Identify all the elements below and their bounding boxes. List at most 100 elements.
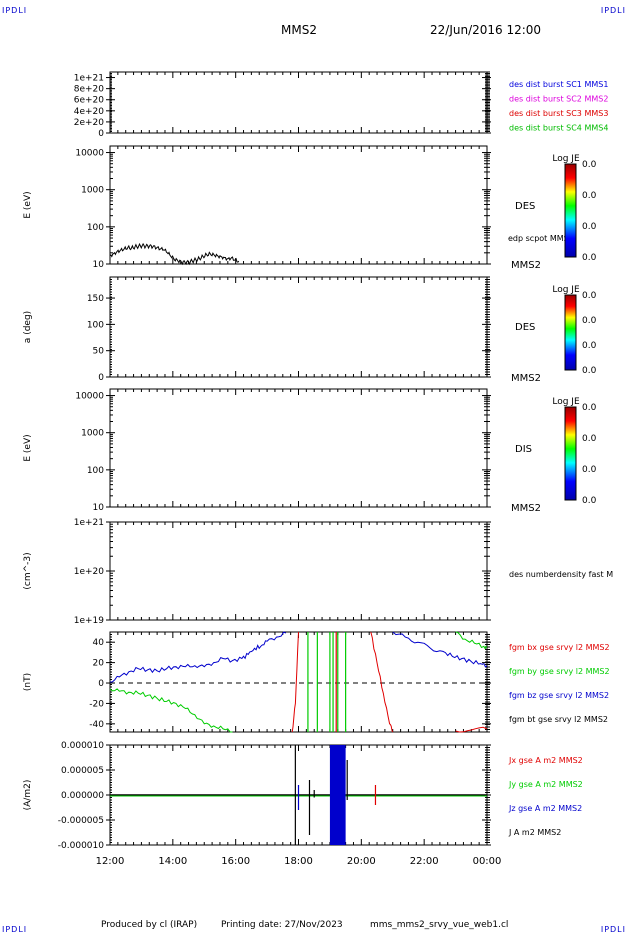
- panel7-legend-item: Jx gse A m2 MMS2: [508, 756, 583, 765]
- panel1-legend-item: des dist burst SC3 MMS3: [509, 109, 608, 118]
- panel4-ylabel: E (eV): [23, 434, 33, 461]
- panel7-legend-item: Jz gse A m2 MMS2: [508, 804, 582, 813]
- panel7-ytick-label: -0.000005: [58, 816, 104, 826]
- panel3-colorbar-tick: 0.0: [582, 316, 597, 326]
- panel2-colorbar-tick: 0.0: [582, 253, 597, 263]
- panel5-ytick-label: 1e+19: [74, 616, 105, 626]
- panel6-ylabel: (nT): [23, 673, 33, 691]
- panel1-ytick-label: 8e+20: [74, 85, 105, 95]
- panel1-ytick-label: 2e+20: [74, 118, 105, 128]
- panel4-ytick-label: 10: [93, 503, 105, 513]
- panel2-ytick-label: 10: [93, 260, 105, 270]
- panel1-legend-item: des dist burst SC4 MMS4: [509, 124, 608, 133]
- panel6-ytick-label: -20: [89, 699, 104, 709]
- footer-printing-date: Printing date: 27/Nov/2023: [221, 920, 343, 930]
- footer-produced-by: Produced by cl (IRAP): [101, 920, 198, 930]
- panel5-legend-item: des numberdensity fast M: [509, 570, 613, 579]
- panel6-ytick-label: -40: [89, 720, 104, 730]
- panel1-legend-item: des dist burst SC2 MMS2: [509, 95, 608, 104]
- panel4-colorbar-title: Log JE: [552, 397, 580, 407]
- panel4-bottom-label: MMS2: [511, 503, 541, 514]
- panel2-ylabel: E (eV): [23, 191, 33, 218]
- panel6-legend-item: fgm bz gse srvy l2 MMS2: [509, 691, 609, 700]
- panel1-ytick-label: 6e+20: [74, 96, 105, 106]
- panel6-ytick-label: 40: [93, 638, 105, 648]
- panel3-colorbar-tick: 0.0: [582, 341, 597, 351]
- panel5-ylabel: (cm^-3): [23, 552, 33, 589]
- panel6-series-line: [370, 631, 394, 733]
- panel1-ytick-label: 4e+20: [74, 107, 105, 117]
- corner-label-bottom-right: IPDLI: [600, 925, 626, 934]
- xaxis-tick-label: 12:00: [96, 856, 125, 867]
- panel6-legend-item: fgm bx gse srvy l2 MMS2: [509, 643, 610, 652]
- panel2-ytick-label: 100: [87, 223, 104, 233]
- panel7-burst-block: [329, 745, 346, 845]
- panel2-side-label: DES: [515, 201, 535, 212]
- panel6-series-line: [109, 688, 233, 733]
- xaxis-tick-label: 16:00: [221, 856, 250, 867]
- panel3-ytick-label: 0: [98, 373, 104, 383]
- panel3-ytick-label: 50: [93, 347, 105, 357]
- panel3-colorbar-tick: 0.0: [582, 291, 597, 301]
- panel7-legend-item: J A m2 MMS2: [508, 828, 561, 837]
- panel6-legend-item: fgm bt gse srvy l2 MMS2: [509, 715, 608, 724]
- panel2-colorbar-tick: 0.0: [582, 160, 597, 170]
- panel2-colorbar-tick: 0.0: [582, 222, 597, 232]
- panel2-frame: [109, 145, 488, 265]
- xaxis-tick-label: 22:00: [410, 856, 439, 867]
- panel7-ylabel: (A/m2): [23, 780, 33, 811]
- panel7-ytick-label: 0.000005: [61, 766, 104, 776]
- panel5-ytick-label: 1e+21: [74, 518, 104, 528]
- panel6-legend-item: fgm by gse srvy l2 MMS2: [509, 667, 610, 676]
- panel4-colorbar-tick: 0.0: [582, 496, 597, 506]
- panel5-ytick-label: 1e+20: [74, 567, 105, 577]
- panel7-ytick-label: 0.000000: [61, 791, 104, 801]
- panel1-frame: [109, 71, 488, 134]
- panel6-series-line: [455, 631, 488, 650]
- panel4-colorbar: [564, 406, 577, 501]
- footer-filename: mms_mms2_srvy_vue_web1.cl: [370, 920, 509, 930]
- corner-label-top-right: IPDLI: [600, 6, 626, 15]
- panel2-bottom-label: MMS2: [511, 260, 541, 271]
- panel4-frame: [109, 388, 488, 508]
- panel1-ytick-label: 1e+21: [74, 74, 104, 84]
- panel6-series-line: [455, 726, 488, 733]
- panel2-colorbar-tick: 0.0: [582, 191, 597, 201]
- panel1-ytick-label: 0: [98, 129, 104, 139]
- panel2-ytick-label: 1000: [81, 186, 104, 196]
- panel6-ytick-label: 0: [98, 679, 104, 689]
- panel7-ytick-label: 0.000010: [61, 741, 104, 751]
- datetime-title: 22/Jun/2016 12:00: [430, 23, 542, 37]
- panel5-frame: [109, 521, 488, 621]
- panel2-series-line: [109, 242, 240, 266]
- panel1-legend-item: des dist burst SC1 MMS1: [509, 80, 608, 89]
- panel4-colorbar-tick: 0.0: [582, 434, 597, 444]
- panel2-sub-label: edp scpot MMS2: [508, 234, 574, 243]
- panel6-series-line: [109, 631, 287, 683]
- panel3-colorbar-title: Log JE: [552, 285, 580, 295]
- panel6-ytick-label: 20: [93, 659, 105, 669]
- panel3-colorbar-tick: 0.0: [582, 366, 597, 376]
- panel7-legend-item: Jy gse A m2 MMS2: [508, 780, 583, 789]
- panel4-colorbar-tick: 0.0: [582, 403, 597, 413]
- xaxis-tick-label: 14:00: [158, 856, 187, 867]
- spacecraft-title: MMS2: [281, 23, 317, 37]
- panel6-frame: [109, 631, 488, 733]
- panel4-ytick-label: 100: [87, 466, 104, 476]
- panel3-ytick-label: 100: [87, 320, 104, 330]
- panel4-ytick-label: 10000: [75, 392, 104, 402]
- panel3-colorbar: [564, 294, 577, 371]
- xaxis-tick-label: 20:00: [347, 856, 376, 867]
- panel4-ytick-label: 1000: [81, 429, 104, 439]
- panel7-ytick-label: -0.000010: [58, 841, 104, 851]
- corner-label-bottom-left: IPDLI: [2, 925, 28, 934]
- panel2-ytick-label: 10000: [75, 149, 104, 159]
- panel2-colorbar-title: Log JE: [552, 154, 580, 164]
- panel2-colorbar: [564, 163, 577, 258]
- panel3-frame: [109, 276, 488, 378]
- panel3-bottom-label: MMS2: [511, 373, 541, 384]
- panel3-side-label: DES: [515, 322, 535, 333]
- xaxis-tick-label: 18:00: [284, 856, 313, 867]
- panel4-colorbar-tick: 0.0: [582, 465, 597, 475]
